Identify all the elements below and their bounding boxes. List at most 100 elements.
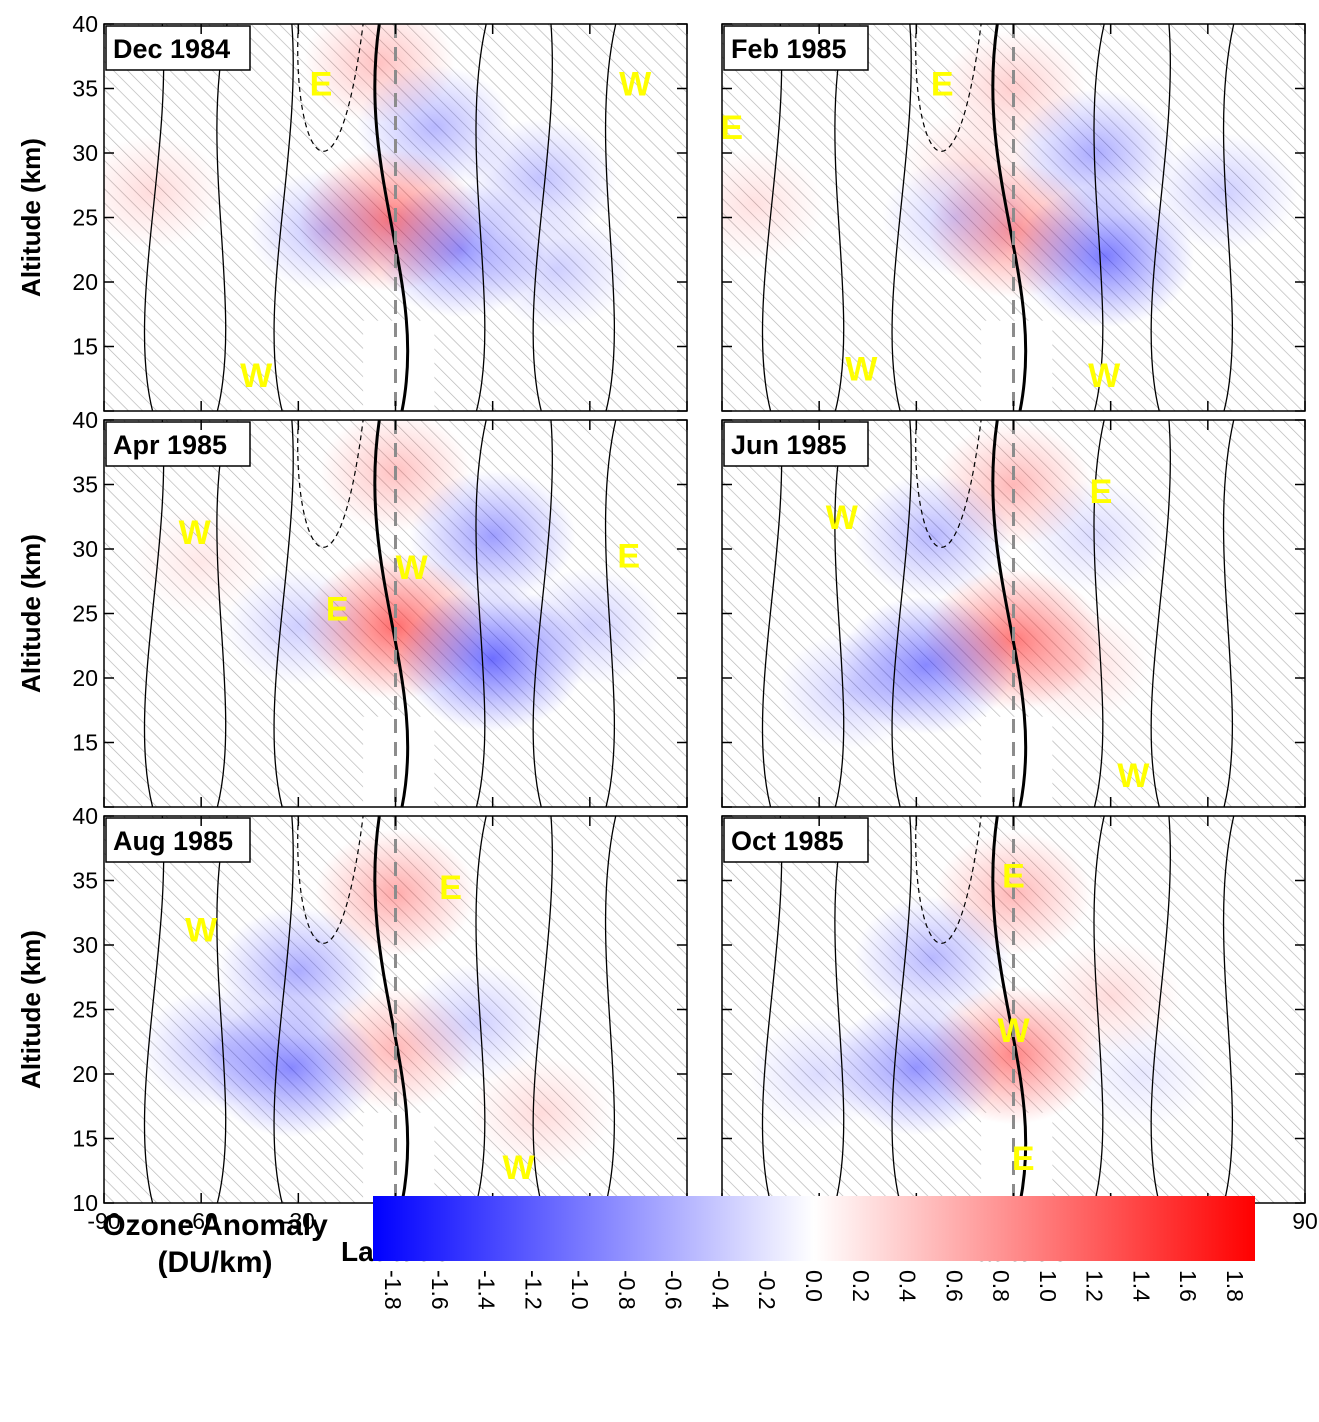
easterly-contour (297, 24, 364, 152)
wind-contour (1093, 24, 1105, 411)
y-tick-label: 25 (72, 205, 98, 231)
anomaly-blob (224, 567, 372, 686)
anomaly-blob (483, 210, 632, 328)
wind-regime-label: W (619, 65, 652, 103)
x-tick-label: -60 (185, 1208, 218, 1234)
wind-contour (891, 24, 912, 411)
panel-title-box (105, 817, 251, 863)
colorbar: Ozone Anomaly (DU/km) -1.8 -1.6 -1.4 -1.2 -1… (102, 1196, 1255, 1310)
y-tick-label: 40 (72, 803, 98, 829)
easterly-contour (915, 24, 982, 152)
anomaly-blob (777, 632, 926, 750)
wind-contour (1222, 24, 1235, 411)
colorbar-tick-label: 0.6 (941, 1270, 967, 1302)
wind-contour (604, 816, 617, 1203)
colorbar-tick-label: 0.8 (988, 1270, 1014, 1302)
anomaly-blob (355, 64, 513, 190)
colorbar-tick-label: -1.8 (380, 1270, 406, 1310)
easterly-contour (915, 816, 982, 944)
y-axis-label: Altitude (km) (16, 138, 46, 297)
anomaly-blob (1150, 132, 1298, 251)
y-tick-label: 25 (72, 601, 98, 627)
panel-title-box (723, 817, 869, 863)
panel-title: Aug 1985 (113, 826, 233, 856)
colorbar-tick-label: -1.6 (427, 1270, 453, 1310)
x-tick-label: -90 (87, 1208, 120, 1234)
colorbar-tick-label: 1.0 (1035, 1270, 1061, 1302)
wind-contour (1150, 816, 1172, 1203)
colorbar-gradient (373, 1196, 1255, 1261)
y-tick-label: 35 (72, 76, 98, 102)
colorbar-tick-label: -1.4 (474, 1270, 500, 1310)
wind-regime-label: W (185, 912, 218, 950)
unhatched-region (363, 1112, 435, 1203)
anomaly-blob (881, 158, 1029, 277)
wind-regime-label: W (826, 499, 859, 537)
wind-contour (216, 816, 228, 1203)
wind-regime-label: E (310, 65, 333, 103)
wind-regime-label: W (845, 350, 878, 388)
panel-title: Feb 1985 (731, 34, 847, 64)
wind-contour (475, 24, 487, 411)
wind-contour (761, 24, 783, 411)
easterly-contour (297, 816, 364, 944)
wind-contour (532, 420, 554, 807)
wind-contour (604, 420, 617, 807)
y-tick-label: 10 (72, 1190, 98, 1216)
zero-wind-contour (373, 24, 410, 411)
colorbar-tick-label: 1.6 (1175, 1270, 1201, 1302)
zero-wind-contour (373, 816, 410, 1203)
y-tick-label: 35 (72, 868, 98, 894)
zero-wind-contour (373, 420, 410, 807)
wind-contour (761, 420, 783, 807)
wind-contour (475, 816, 487, 1203)
y-tick-label: 20 (72, 665, 98, 691)
wind-regime-label: E (326, 590, 349, 628)
colorbar-tick-label: -1.0 (567, 1270, 593, 1310)
wind-regime-label: E (1090, 473, 1113, 511)
anomaly-blob (104, 134, 224, 249)
wind-contour (216, 420, 228, 807)
wind-regime-label: W (179, 514, 212, 552)
x-tick-label: 90 (1292, 1208, 1318, 1234)
colorbar-title-line2: (DU/km) (157, 1246, 272, 1279)
wind-contour (143, 24, 165, 411)
colorbar-tick-label: 1.2 (1082, 1270, 1108, 1302)
anomaly-blob (1074, 1018, 1212, 1130)
wind-contour (891, 816, 912, 1203)
wind-regime-label: E (720, 109, 743, 147)
wind-regime-label: E (931, 65, 954, 103)
x-tick-label: -30 (282, 1208, 315, 1234)
unhatched-region (981, 1112, 1053, 1203)
wind-regime-label: E (439, 869, 462, 907)
anomaly-blob (141, 987, 294, 1109)
panel-title: Oct 1985 (731, 826, 844, 856)
colorbar-tick-label: 0.2 (848, 1270, 874, 1302)
colorbar-tick-label: -0.6 (661, 1270, 687, 1310)
y-tick-label: 25 (72, 997, 98, 1023)
wind-regime-label: W (396, 549, 429, 587)
zero-wind-contour (991, 420, 1028, 807)
colorbar-tick-label: 1.4 (1128, 1270, 1154, 1302)
wind-contour (891, 420, 912, 807)
wind-contour (834, 24, 846, 411)
anomaly-blob (854, 473, 1011, 599)
y-tick-label: 15 (72, 1126, 98, 1152)
wind-regime-label: W (1088, 357, 1121, 395)
easterly-contour (915, 420, 982, 548)
colorbar-tick-label: -0.8 (614, 1270, 640, 1310)
wind-contour (1150, 24, 1172, 411)
panel-title: Apr 1985 (113, 430, 227, 460)
y-tick-label: 15 (72, 334, 98, 360)
y-tick-label: 30 (72, 932, 98, 958)
anomaly-blob (516, 567, 664, 686)
colorbar-title-line1: Ozone Anomaly (102, 1209, 328, 1242)
zero-wind-contour (991, 24, 1028, 411)
y-tick-label: 15 (72, 730, 98, 756)
panel-dec-1984: E W W Dec 1984 40 35 30 25 20 15 Altitude (km) (16, 11, 688, 412)
panel-title-box (723, 421, 869, 467)
panel-title: Jun 1985 (731, 430, 847, 460)
anomaly-blob (402, 963, 551, 1082)
